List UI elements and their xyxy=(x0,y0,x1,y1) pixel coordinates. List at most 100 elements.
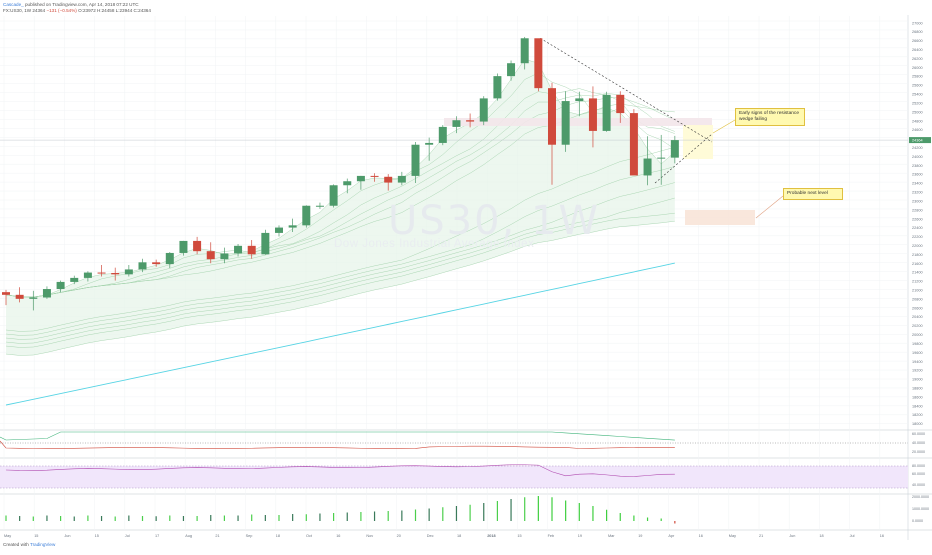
price-tick-label: 19800 xyxy=(912,342,923,346)
annotation-wedge[interactable]: Early signs of the resistance wedge fail… xyxy=(735,108,805,126)
price-tick-label: 25600 xyxy=(912,84,923,88)
volume-bar xyxy=(210,515,212,521)
wedge-highlight xyxy=(683,125,713,159)
candle-up xyxy=(138,262,147,270)
candle-down xyxy=(247,245,256,255)
candle-up xyxy=(302,205,311,226)
oscillator-line-negative xyxy=(0,440,675,449)
price-tick-label: 20400 xyxy=(912,315,923,319)
candle-down xyxy=(534,38,543,89)
last-price: 24364 xyxy=(32,8,46,13)
price-tick-label: 20200 xyxy=(912,324,923,328)
ma-ribbon xyxy=(5,58,676,356)
ma-line xyxy=(5,146,675,332)
price-tick-label: 24200 xyxy=(912,146,923,150)
volume-bar xyxy=(537,496,539,521)
footer-created-with: Created with xyxy=(3,542,29,547)
published-info: Tradingview.com, Apr 14, 2018 07:22 UTC xyxy=(52,2,139,7)
candle-up xyxy=(411,144,420,176)
last-price-badge xyxy=(909,137,931,144)
rsi-tick-label: 80.0000 xyxy=(912,464,925,468)
price-tick-label: 24800 xyxy=(912,119,923,123)
price-tick-label: 26400 xyxy=(912,48,923,52)
price-tick-label: 23200 xyxy=(912,191,923,195)
time-tick-label: 18 xyxy=(276,534,280,538)
volume-bar xyxy=(32,516,34,521)
published-prefix: published on xyxy=(24,2,52,7)
rsi-band xyxy=(0,466,908,488)
ma-line xyxy=(5,88,675,298)
candle-up xyxy=(670,140,679,158)
volume-bar xyxy=(87,515,89,521)
volume-bar xyxy=(469,504,471,521)
price-tick-label: 26000 xyxy=(912,66,923,70)
candle-up xyxy=(288,225,297,228)
time-axis: May 15 Jun 15 Jul 17 Aug 21 Sep 18 Oct 16 Nov 20 Dec 18… xyxy=(4,534,884,538)
tradingview-logo[interactable]: TradingView xyxy=(30,542,56,547)
candle-down xyxy=(193,240,202,252)
price-tick-label: 25000 xyxy=(912,110,923,114)
volume-bar xyxy=(633,515,635,521)
author-name[interactable]: Cascade_ xyxy=(3,2,24,7)
candle-down xyxy=(588,98,597,131)
long-term-ma xyxy=(5,262,675,406)
volume-bar xyxy=(60,516,62,521)
price-tick-label: 20800 xyxy=(912,297,923,301)
price-tick-label: 21200 xyxy=(912,280,923,284)
candle-down xyxy=(548,88,556,145)
time-tick-label: 16 xyxy=(880,534,884,538)
candle-up xyxy=(561,101,570,145)
price-tick-label: 24000 xyxy=(912,155,923,159)
volume-bar xyxy=(264,515,266,521)
candle-up xyxy=(275,227,283,233)
time-tick-label: May xyxy=(4,534,11,538)
volume-bar xyxy=(496,501,498,521)
time-tick-label: Dec xyxy=(427,534,434,538)
volume-bar xyxy=(19,516,21,521)
time-tick-label: Sep xyxy=(246,534,253,538)
candle-down xyxy=(111,272,120,275)
candle-up xyxy=(83,272,92,278)
time-tick-label: Jun xyxy=(789,534,795,538)
volume-bar xyxy=(565,500,567,521)
candles xyxy=(2,36,679,311)
candle-up xyxy=(425,142,434,145)
price-tick-label: 21600 xyxy=(912,262,923,266)
oscillator-line-positive xyxy=(0,431,675,441)
time-tick-label: Nov xyxy=(366,534,373,538)
ma-line xyxy=(5,72,675,298)
time-tick-label: 19 xyxy=(638,534,642,538)
volume-bar xyxy=(141,516,144,521)
volume-pane: 2000.0000 1000.0000 0.0000 xyxy=(5,495,929,524)
annotation-next-level[interactable]: Probable next level xyxy=(783,188,843,200)
price-tick-label: 26800 xyxy=(912,30,923,34)
volume-bar xyxy=(169,515,171,521)
wedge-support-line xyxy=(654,133,713,184)
ma-line xyxy=(5,166,675,336)
volume-bar xyxy=(414,509,417,521)
price-tick-label: 24600 xyxy=(912,128,923,132)
candle-up xyxy=(165,252,174,265)
rsi-tick-label: 40.0000 xyxy=(912,483,925,487)
time-tick-label: May xyxy=(729,534,736,538)
time-tick-label: 18 xyxy=(457,534,461,538)
oscillator-tick-label: 60.0000 xyxy=(912,432,925,436)
candle-up xyxy=(356,175,365,182)
candle-up xyxy=(56,281,65,290)
time-tick-label: 20 xyxy=(397,534,401,538)
volume-bar xyxy=(5,515,7,521)
volume-bar xyxy=(428,508,430,521)
price-tick-label: 18400 xyxy=(912,404,923,408)
candle-down xyxy=(616,94,625,114)
time-tick-label: Feb xyxy=(548,534,555,538)
volume-bar xyxy=(510,499,512,521)
price-tick-label: 22000 xyxy=(912,244,923,248)
price-tick-label: 18000 xyxy=(912,422,923,426)
candle-up xyxy=(220,253,229,260)
price-tick-label: 22600 xyxy=(912,217,923,221)
price-tick-label: 26600 xyxy=(912,39,923,43)
candle-up xyxy=(507,63,516,77)
candle-up xyxy=(602,94,611,131)
wedge-resistance-line xyxy=(540,38,713,143)
